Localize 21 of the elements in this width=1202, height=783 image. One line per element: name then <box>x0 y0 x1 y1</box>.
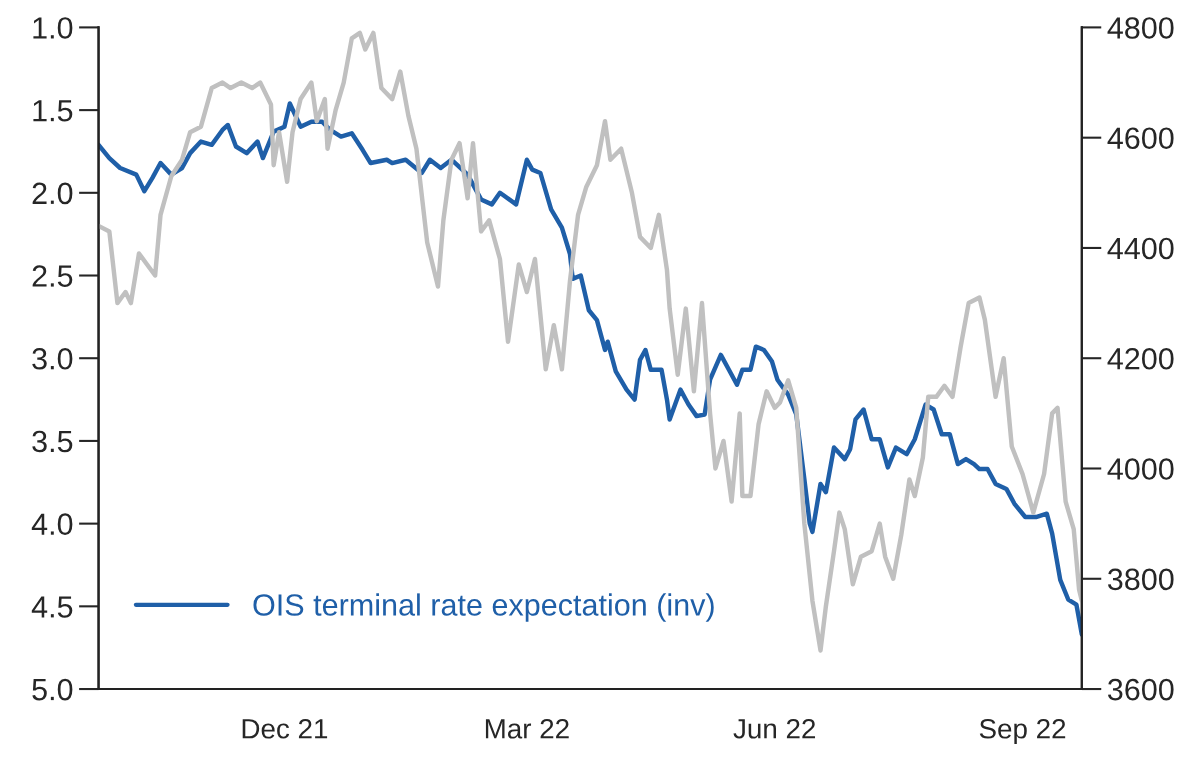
y2-tick-label: 4200 <box>1107 347 1174 370</box>
y-tick-label: 3.0 <box>32 347 73 370</box>
y-tick-label: 3.5 <box>32 430 73 453</box>
y-tick-label: 1.5 <box>33 100 73 122</box>
legend-label: OIS terminal rate expectation (inv) <box>253 593 714 622</box>
y-tick-label: 4.0 <box>31 513 73 535</box>
y2-tick-label: 4000 <box>1107 458 1174 480</box>
y-tick-label: 1.0 <box>33 17 73 39</box>
y2-tick-label: 3800 <box>1107 568 1174 591</box>
x-tick-label: Dec 21 <box>242 718 328 739</box>
y2-tick-label: 3600 <box>1107 678 1174 701</box>
y2-tick-label: 4600 <box>1107 127 1174 150</box>
x-tick-label: Sep 22 <box>979 718 1066 745</box>
y-tick-label: 5.0 <box>32 678 73 701</box>
y-tick-label: 4.5 <box>31 596 73 618</box>
x-tick-label: Jun 22 <box>733 718 816 739</box>
y2-tick-label: 4400 <box>1107 237 1174 260</box>
x-tick-label: Mar 22 <box>485 718 569 739</box>
y-tick-label: 2.0 <box>32 182 73 205</box>
y2-tick-label: 4800 <box>1107 17 1174 39</box>
y-tick-label: 2.5 <box>32 265 73 287</box>
